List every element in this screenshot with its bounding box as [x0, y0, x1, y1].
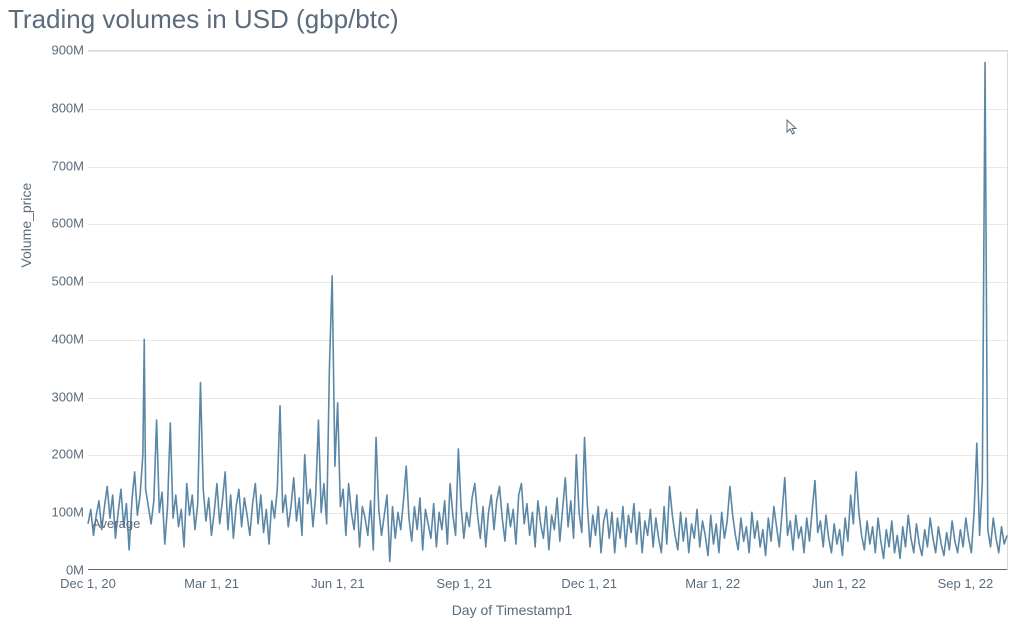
chart-container: Trading volumes in USD (gbp/btc) Volume_…	[0, 0, 1024, 635]
line-series	[88, 51, 1007, 570]
x-tick-label: Dec 1, 21	[561, 576, 617, 591]
average-annotation: Average	[92, 516, 140, 531]
x-tick-label: Sep 1, 21	[436, 576, 492, 591]
x-tick-label: Dec 1, 20	[60, 576, 116, 591]
y-tick-label: 400M	[51, 331, 84, 346]
y-tick-label: 800M	[51, 100, 84, 115]
y-tick-label: 700M	[51, 158, 84, 173]
y-tick-label: 600M	[51, 216, 84, 231]
x-tick-label: Jun 1, 21	[311, 576, 365, 591]
x-axis-line	[88, 569, 1007, 570]
y-tick-label: 300M	[51, 389, 84, 404]
y-axis-label: Volume_price	[18, 183, 34, 268]
x-tick-label: Jun 1, 22	[812, 576, 866, 591]
plot-area: Average	[88, 50, 1008, 570]
x-tick-label: Sep 1, 22	[938, 576, 994, 591]
y-tick-label: 100M	[51, 505, 84, 520]
chart-title: Trading volumes in USD (gbp/btc)	[8, 4, 399, 35]
y-tick-label: 900M	[51, 43, 84, 58]
x-axis-label: Day of Timestamp1	[0, 602, 1024, 618]
x-tick-label: Mar 1, 21	[184, 576, 239, 591]
y-tick-label: 200M	[51, 447, 84, 462]
y-tick-label: 500M	[51, 274, 84, 289]
x-tick-label: Mar 1, 22	[685, 576, 740, 591]
